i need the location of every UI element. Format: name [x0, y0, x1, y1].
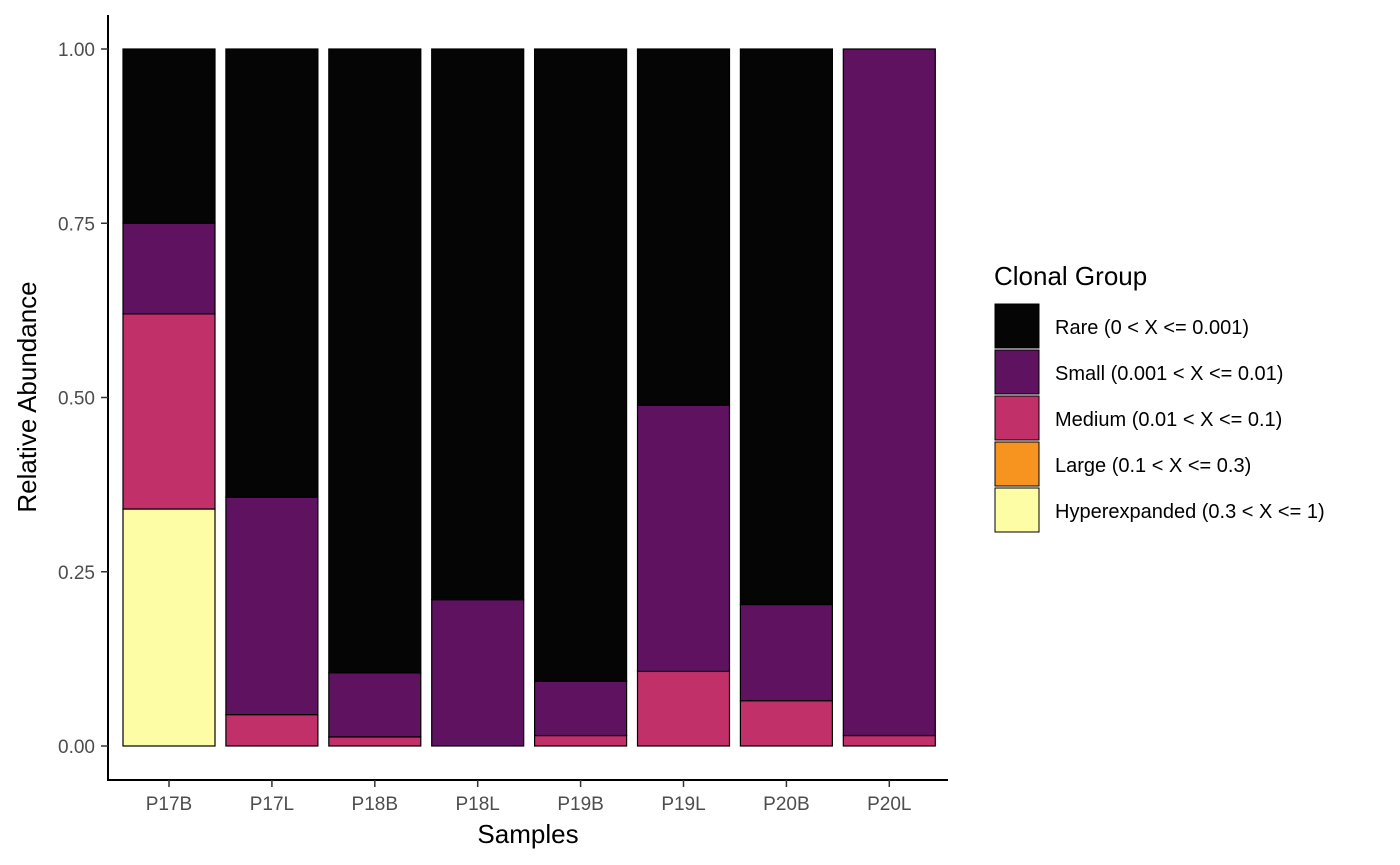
bar-p17l-medium — [225, 714, 319, 747]
y-axis-title: Relative Abundance — [12, 281, 42, 512]
bar-p18l-small — [431, 599, 525, 747]
bar-p19l-rare — [636, 48, 731, 406]
x-tick-label: P19B — [557, 794, 603, 815]
bar-p19b-rare — [533, 48, 628, 682]
bar-p20b-small — [739, 603, 834, 702]
x-axis-ticks: P17B P17L P18B P18L P19B P19L P20B P20L — [146, 780, 911, 815]
y-tick-label: 1.00 — [58, 40, 95, 61]
legend-swatch-rare — [994, 303, 1040, 349]
x-tick-label: P17L — [250, 794, 294, 815]
x-tick-label: P18B — [352, 794, 398, 815]
y-axis-ticks: 0.00 0.25 0.50 0.75 1.00 — [58, 40, 108, 758]
bar-p18b-small — [328, 672, 422, 738]
legend-label-hyperexpanded: Hyperexpanded (0.3 < X <= 1) — [1055, 501, 1325, 523]
bar-p18b-rare — [328, 48, 422, 674]
bar-p17l-rare — [225, 48, 319, 498]
x-tick-label: P17B — [146, 794, 192, 815]
y-tick-label: 0.25 — [58, 563, 95, 584]
bars-group — [122, 48, 936, 747]
bar-p17l-small — [225, 496, 319, 716]
legend-swatch-hyperexpanded — [994, 487, 1040, 533]
bar-p17b-hyperexpanded — [122, 508, 216, 747]
legend-swatch-large — [994, 441, 1040, 487]
bar-p18b-medium — [328, 736, 422, 747]
legend-label-medium: Medium (0.01 < X <= 0.1) — [1055, 409, 1282, 431]
legend-label-large: Large (0.1 < X <= 0.3) — [1055, 455, 1251, 477]
x-axis-title: Samples — [477, 819, 578, 849]
y-tick-label: 0.50 — [58, 389, 95, 410]
bar-p17b-medium — [122, 313, 216, 510]
legend-label-small: Small (0.001 < X <= 0.01) — [1055, 363, 1283, 385]
bar-p20b-medium — [739, 700, 834, 747]
bar-p17b-small — [122, 222, 216, 315]
legend-items: Rare (0 < X <= 0.001) Small (0.001 < X <=… — [994, 303, 1325, 533]
x-tick-label: P19L — [661, 794, 705, 815]
legend-swatch-small — [994, 349, 1040, 395]
bar-p20l-small — [842, 48, 936, 737]
legend-label-rare: Rare (0 < X <= 0.001) — [1055, 317, 1249, 339]
y-tick-label: 0.00 — [58, 737, 95, 758]
bar-p20l-medium — [842, 734, 936, 747]
legend-title: Clonal Group — [994, 261, 1147, 291]
x-tick-label: P18L — [456, 794, 500, 815]
bar-p19b-medium — [533, 734, 628, 747]
bar-p17b-rare — [122, 48, 216, 224]
bar-p19b-small — [533, 680, 628, 737]
legend-swatch-medium — [994, 395, 1040, 441]
y-tick-label: 0.75 — [58, 214, 95, 235]
bar-p18l-rare — [431, 48, 525, 601]
bar-p19l-small — [636, 404, 731, 673]
x-tick-label: P20B — [763, 794, 809, 815]
bar-p20b-rare — [739, 48, 834, 606]
bar-p19l-medium — [636, 670, 731, 747]
x-tick-label: P20L — [867, 794, 911, 815]
legend: Clonal Group Rare (0 < X <= 0.001) Small … — [994, 261, 1325, 533]
